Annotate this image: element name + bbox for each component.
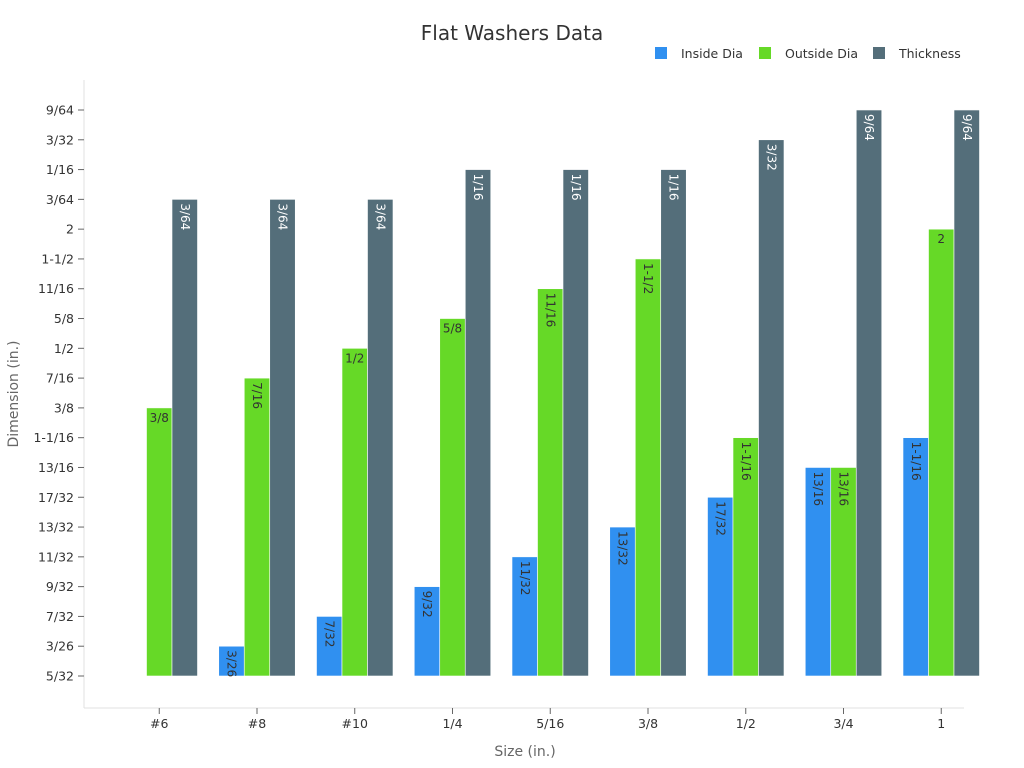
bar-label-inside-dia: 1-1/16 xyxy=(909,442,923,481)
bar-label-outside-dia: 1-1/2 xyxy=(641,263,655,294)
bar-inside-dia xyxy=(413,586,441,677)
bar-label-outside-dia: 11/16 xyxy=(543,293,557,328)
y-tick-label: 11/16 xyxy=(38,281,74,296)
bar-outside-dia xyxy=(146,407,173,677)
bar-label-thickness: 3/64 xyxy=(276,203,290,230)
y-tick-label: 1-1/2 xyxy=(41,251,74,266)
bar-label-inside-dia: 9/32 xyxy=(420,591,434,618)
y-tick-label: 7/16 xyxy=(46,371,74,386)
y-tick-label: 9/32 xyxy=(46,579,74,594)
y-axis-title: Dimension (in.) xyxy=(6,340,22,447)
y-tick-label: 5/32 xyxy=(46,669,74,684)
bar-label-inside-dia: 13/16 xyxy=(811,471,825,506)
legend-swatch-inside-dia xyxy=(655,47,667,59)
y-tick-label: 1/2 xyxy=(54,341,74,356)
y-tick-label: 3/26 xyxy=(46,639,74,654)
bar-outside-dia xyxy=(830,467,857,677)
x-tick-label: #6 xyxy=(150,716,168,731)
x-tick-label: 1/2 xyxy=(736,716,756,731)
chart-title: Flat Washers Data xyxy=(421,21,603,45)
y-tick-label: 17/32 xyxy=(38,490,74,505)
bar-thickness xyxy=(953,109,980,677)
y-tick-label: 1/16 xyxy=(46,162,74,177)
bar-label-outside-dia: 1-1/16 xyxy=(739,442,753,481)
bar-outside-dia xyxy=(537,288,564,677)
bar-outside-dia xyxy=(732,437,759,677)
x-tick-label: 1 xyxy=(937,716,945,731)
x-axis-title: Size (in.) xyxy=(494,744,555,760)
legend-label-outside-dia: Outside Dia xyxy=(785,46,858,61)
bar-label-inside-dia: 7/32 xyxy=(322,620,336,647)
bar-label-inside-dia: 3/26 xyxy=(225,650,239,677)
legend-label-thickness: Thickness xyxy=(898,46,961,61)
x-tick-label: 5/16 xyxy=(536,716,564,731)
legend-label-inside-dia: Inside Dia xyxy=(681,46,743,61)
x-tick-label: #10 xyxy=(342,716,368,731)
bar-thickness xyxy=(758,139,785,677)
legend-swatch-thickness xyxy=(873,47,885,59)
bar-inside-dia xyxy=(609,526,636,677)
bar-label-inside-dia: 17/32 xyxy=(713,501,727,536)
bar-label-thickness: 1/16 xyxy=(569,174,583,201)
bar-label-inside-dia: 13/32 xyxy=(616,531,630,566)
bar-outside-dia xyxy=(341,348,368,677)
y-tick-label: 3/32 xyxy=(46,132,74,147)
bar-label-thickness: 3/64 xyxy=(373,203,387,230)
x-tick-label: 1/4 xyxy=(442,716,462,731)
bar-thickness xyxy=(660,169,687,677)
bar-thickness xyxy=(269,199,296,677)
bar-thickness xyxy=(171,199,198,677)
bar-label-thickness: 9/64 xyxy=(960,114,974,141)
y-tick-label: 5/8 xyxy=(54,311,74,326)
bar-label-thickness: 3/32 xyxy=(764,144,778,171)
bar-thickness xyxy=(562,169,589,677)
y-tick-label: 1-1/16 xyxy=(33,430,74,445)
x-tick-label: #8 xyxy=(248,716,266,731)
y-tick-label: 7/32 xyxy=(46,609,74,624)
bar-label-thickness: 1/16 xyxy=(667,174,681,201)
bar-label-outside-dia: 2 xyxy=(937,232,945,246)
bar-label-thickness: 9/64 xyxy=(862,114,876,141)
bar-label-outside-dia: 13/16 xyxy=(837,471,851,506)
bar-outside-dia xyxy=(243,377,271,677)
y-tick-label: 9/64 xyxy=(46,102,74,117)
bar-label-outside-dia: 7/16 xyxy=(250,382,264,409)
y-tick-label: 11/32 xyxy=(38,549,74,564)
bar-outside-dia xyxy=(439,318,466,677)
bar-outside-dia xyxy=(634,258,662,677)
bar-label-outside-dia: 1/2 xyxy=(345,351,364,365)
bar-label-outside-dia: 3/8 xyxy=(150,411,169,425)
bar-label-thickness: 1/16 xyxy=(471,174,485,201)
x-tick-label: 3/4 xyxy=(833,716,853,731)
bar-outside-dia xyxy=(928,228,955,677)
bars xyxy=(146,109,980,677)
bar-label-inside-dia: 11/32 xyxy=(518,561,532,596)
bar-labels: 3/26 7/32 9/32 11/32 13/32 17/32 13/16 1-1/16 3/… xyxy=(150,114,974,677)
y-axis-ticks: 5/32 3/26 7/32 9/32 11/32 13/32 17/32 13/16 1-1/… xyxy=(33,102,84,684)
bar-thickness xyxy=(367,199,394,677)
x-axis-ticks: #6 #8 #10 1/4 5/16 3/8 1/2 3/4 1 xyxy=(150,708,945,731)
bar-inside-dia xyxy=(804,467,832,677)
bar-thickness xyxy=(464,169,492,677)
y-tick-label: 2 xyxy=(66,222,74,237)
legend: Inside Dia Outside Dia Thickness xyxy=(655,46,961,61)
x-tick-label: 3/8 xyxy=(638,716,658,731)
y-tick-label: 3/64 xyxy=(46,192,74,207)
y-tick-label: 13/16 xyxy=(38,460,74,475)
legend-swatch-outside-dia xyxy=(759,47,771,59)
y-tick-label: 3/8 xyxy=(54,400,74,415)
bar-label-outside-dia: 5/8 xyxy=(443,322,462,336)
bar-label-thickness: 3/64 xyxy=(178,203,192,230)
y-tick-label: 13/32 xyxy=(38,520,74,535)
bar-inside-dia xyxy=(218,645,245,677)
bar-thickness xyxy=(855,109,883,677)
